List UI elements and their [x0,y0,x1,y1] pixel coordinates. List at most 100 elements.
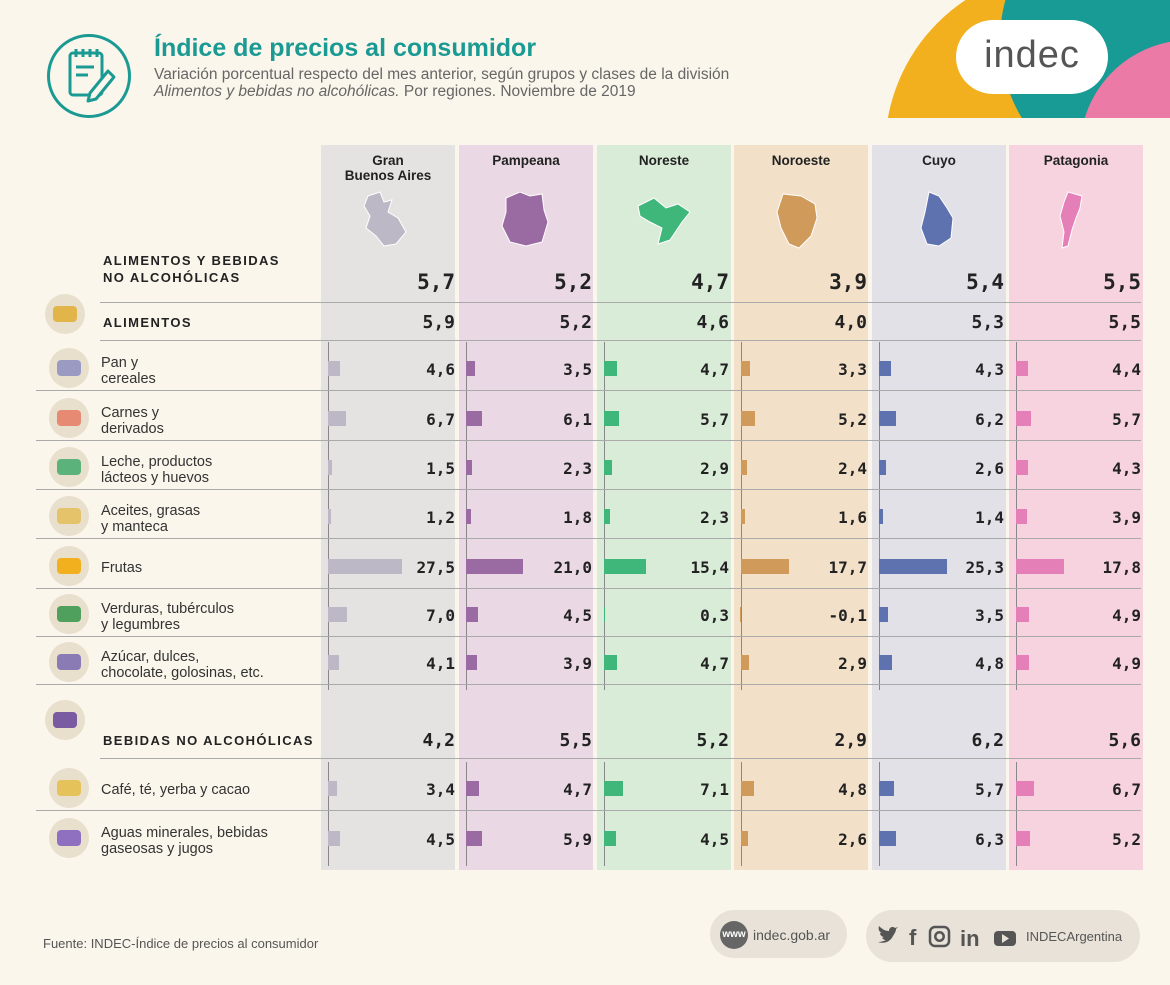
value-label: 4,7 [700,360,729,379]
social-handle[interactable]: INDECArgentina [1026,929,1123,944]
data-bar [879,781,895,796]
data-bar [328,509,332,524]
facebook-icon[interactable]: f [909,925,917,950]
category-label: Frutas [101,560,142,576]
value-label: 6,7 [426,410,455,429]
data-bar [604,831,617,846]
category-label-line: y manteca [101,519,168,535]
row-divider [100,302,1141,303]
value-label: 4,7 [700,654,729,673]
value-label: 7,0 [426,606,455,625]
value-label: 17,7 [828,558,867,577]
value-label: 5,2 [554,270,592,294]
category-label: Aceites, grasas y manteca [101,503,200,535]
data-bar [1016,460,1028,475]
row-divider [36,440,1141,441]
twitter-icon[interactable] [878,926,898,943]
value-label: 2,9 [838,654,867,673]
document-edit-logo [47,34,131,118]
bar-axis [1016,762,1017,866]
data-bar [328,460,333,475]
youtube-icon[interactable] [994,931,1016,946]
vegetables-icon [49,594,89,634]
instagram-icon[interactable] [928,925,951,948]
value-label: 5,7 [1112,410,1141,429]
value-label: 2,9 [700,459,729,478]
data-bar [466,607,479,622]
value-label: 3,5 [563,360,592,379]
category-label-line: Verduras, tubérculos [101,601,234,617]
data-bar [466,460,473,475]
total-label-line-1: ALIMENTOS Y BEBIDAS [103,253,280,268]
data-bar [604,361,617,376]
category-label: Carnes y derivados [101,405,164,437]
region-column-bg [734,145,868,870]
region-column-bg [459,145,593,870]
value-label: 4,5 [426,830,455,849]
drinks-icon [49,818,89,858]
category-label-line: lácteos y huevos [101,470,210,486]
region-map-icon [920,191,954,247]
value-label: 4,3 [975,360,1004,379]
value-label: 4,9 [1112,606,1141,625]
value-label: 4,5 [563,606,592,625]
value-label: 5,2 [1112,830,1141,849]
region-header: Patagonia [1043,153,1109,168]
linkedin-icon[interactable]: in [960,926,980,950]
data-bar [1016,607,1030,622]
data-bar [879,509,883,524]
data-bar [604,460,612,475]
region-column-bg [1009,145,1143,870]
value-label: 1,8 [563,508,592,527]
value-label: 27,5 [416,558,455,577]
data-bar [466,559,523,574]
value-label: 4,7 [691,270,729,294]
data-bar [466,509,471,524]
value-label: 1,5 [426,459,455,478]
category-label: Café, té, yerba y cacao [101,782,250,798]
region-map-icon [776,193,818,249]
data-bar [740,607,741,622]
data-bar [328,411,347,426]
data-bar [879,655,892,670]
svg-text:in: in [960,926,980,950]
data-bar [1016,781,1035,796]
row-divider [36,588,1141,589]
data-bar [1016,655,1030,670]
value-label: 1,2 [426,508,455,527]
data-bar [466,781,479,796]
page-subtitle: Variación porcentual respecto del mes an… [154,66,729,100]
value-label: 5,2 [838,410,867,429]
value-label: 2,4 [838,459,867,478]
value-label: 5,5 [1108,312,1141,333]
value-label: 4,5 [700,830,729,849]
meat-icon [49,398,89,438]
value-label: 2,3 [563,459,592,478]
region-map-icon [501,191,549,247]
region-map-icon [363,191,407,247]
category-label-line: Carnes y [101,405,160,421]
website-text[interactable]: indec.gob.ar [753,927,831,943]
value-label: 3,9 [1112,508,1141,527]
data-bar [604,781,624,796]
value-label: 4,1 [426,654,455,673]
oil-icon [49,496,89,536]
data-bar [1016,831,1031,846]
value-label: 5,3 [971,312,1004,333]
data-bar [741,509,746,524]
region-header: Gran Buenos Aires [344,153,432,183]
region-map-icon [1059,191,1083,249]
data-bar [328,781,338,796]
value-label: 2,6 [975,459,1004,478]
data-bar [879,361,891,376]
subtitle-line-2: Alimentos y bebidas no alcohólicas. Por … [154,83,729,100]
data-bar [741,831,749,846]
data-bar [466,411,483,426]
value-label: 6,1 [563,410,592,429]
value-label: 3,3 [838,360,867,379]
value-label: 21,0 [553,558,592,577]
value-label: 4,6 [426,360,455,379]
value-label: 5,4 [966,270,1004,294]
row-divider [100,340,1141,341]
data-bar [879,831,896,846]
